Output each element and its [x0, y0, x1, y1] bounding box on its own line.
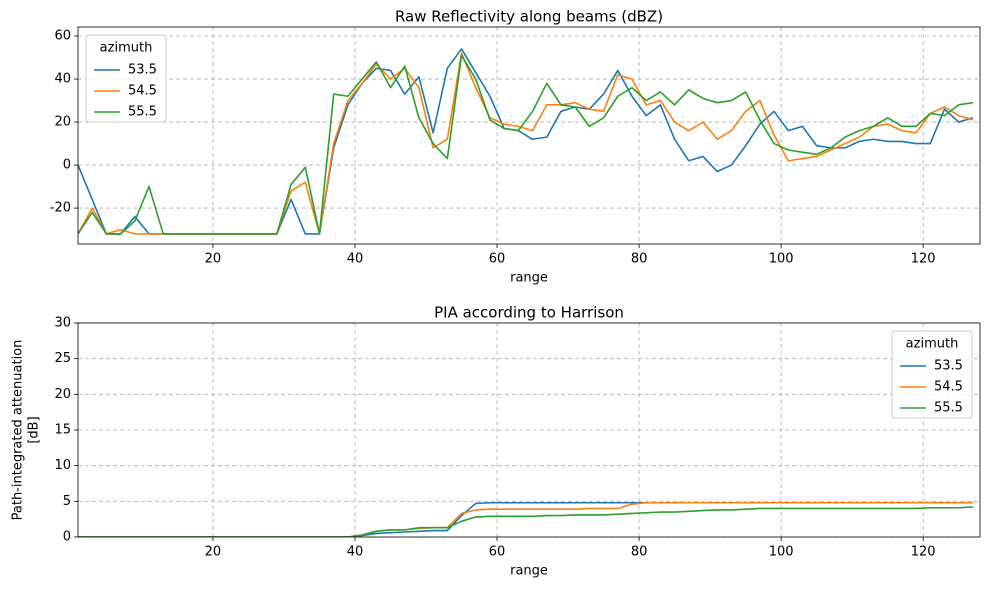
y-tick-label: 10 — [54, 458, 71, 473]
legend-label: 55.5 — [128, 105, 157, 120]
x-tick-label: 120 — [911, 252, 936, 267]
y-tick-label: 5 — [63, 494, 71, 509]
x-tick-label: 40 — [347, 545, 364, 560]
legend: azimuth 53.5 54.5 55.5 — [85, 34, 167, 123]
y-tick-label: 0 — [63, 530, 71, 545]
chart-title: PIA according to Harrison — [434, 304, 624, 322]
y-tick-label: 30 — [54, 316, 71, 331]
x-tick-label: 40 — [347, 252, 364, 267]
x-tick-label: 120 — [911, 545, 936, 560]
legend-label: 53.5 — [128, 63, 157, 78]
legend-label: 54.5 — [128, 84, 157, 99]
legend-title: azimuth — [906, 337, 959, 352]
x-tick-label: 60 — [489, 252, 506, 267]
plot-area — [78, 501, 973, 537]
x-tick-label: 20 — [205, 252, 222, 267]
axes-frame — [77, 322, 981, 538]
y-tick-label: 25 — [54, 351, 71, 366]
data-line — [78, 501, 973, 537]
x-axis-label: range — [510, 271, 548, 286]
legend-label: 55.5 — [934, 401, 963, 416]
legend: azimuth 53.5 54.5 55.5 — [891, 330, 973, 419]
y-axis-label: [dB] — [27, 416, 42, 443]
y-tick-label: 0 — [63, 158, 71, 173]
y-axis-label: Path-integrated attenuation — [11, 340, 26, 521]
data-line — [78, 506, 973, 537]
y-tick-label: 60 — [54, 29, 71, 44]
legend-title: azimuth — [100, 41, 153, 56]
data-line — [78, 52, 974, 235]
x-tick-label: 80 — [631, 545, 648, 560]
x-tick-label: 100 — [769, 252, 794, 267]
legend-box — [891, 330, 973, 419]
y-tick-label: 20 — [54, 115, 71, 130]
legend-label: 53.5 — [934, 359, 963, 374]
data-line — [78, 54, 974, 235]
plot-area — [78, 48, 974, 235]
chart-title: Raw Reflectivity along beams (dBZ) — [395, 8, 663, 26]
y-tick-label: -20 — [50, 201, 71, 216]
x-axis-label: range — [510, 564, 548, 579]
y-tick-label: 20 — [54, 387, 71, 402]
x-tick-label: 60 — [489, 545, 506, 560]
legend-label: 54.5 — [934, 380, 963, 395]
x-tick-label: 20 — [205, 545, 222, 560]
y-tick-label: 15 — [54, 423, 71, 438]
legend-box — [85, 34, 167, 123]
x-tick-label: 100 — [769, 545, 794, 560]
axes-frame — [77, 26, 981, 245]
y-tick-label: 40 — [54, 72, 71, 87]
x-tick-label: 80 — [631, 252, 648, 267]
